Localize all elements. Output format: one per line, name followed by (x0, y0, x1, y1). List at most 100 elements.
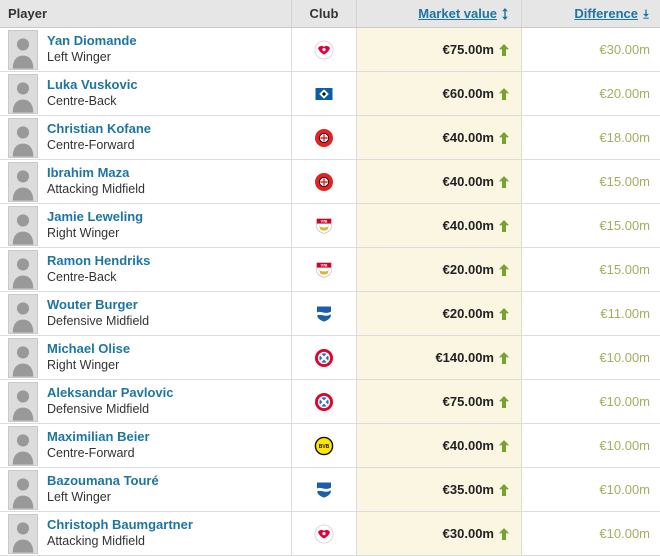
player-cell: Wouter Burger Defensive Midfield (0, 292, 291, 335)
player-photo[interactable] (8, 381, 38, 422)
player-photo[interactable] (8, 205, 38, 246)
player-photo[interactable] (8, 425, 38, 466)
player-name-link[interactable]: Ibrahim Maza (47, 164, 130, 180)
market-value-cell: €75.00m (356, 28, 521, 71)
difference-value: €11.00m (600, 306, 650, 321)
player-position: Centre-Forward (47, 446, 135, 461)
market-value: €20.00m (442, 262, 494, 277)
market-value: €40.00m (442, 174, 494, 189)
stuttgart-logo-icon[interactable] (314, 216, 334, 236)
column-header-club: Club (291, 0, 356, 27)
market-value-cell: €40.00m (356, 160, 521, 203)
difference-value: €20.00m (599, 86, 650, 101)
hamburg-logo-icon[interactable] (314, 84, 334, 104)
player-photo[interactable] (8, 73, 38, 114)
difference-cell: €10.00m (521, 424, 660, 467)
column-header-player: Player (8, 6, 48, 21)
player-photo[interactable] (8, 469, 38, 510)
hoffenheim-logo-icon[interactable] (314, 304, 334, 324)
difference-cell: €11.00m (521, 292, 660, 335)
trend-up-icon (499, 220, 509, 232)
player-name-link[interactable]: Bazoumana Touré (47, 472, 159, 488)
player-photo[interactable] (8, 249, 38, 290)
difference-value: €10.00m (599, 394, 650, 409)
dortmund-logo-icon[interactable] (314, 436, 334, 456)
stuttgart-logo-icon[interactable] (314, 260, 334, 280)
player-name-link[interactable]: Jamie Leweling (47, 208, 144, 224)
market-value-cell: €40.00m (356, 204, 521, 247)
leverkusen-logo-icon[interactable] (314, 172, 334, 192)
player-position: Centre-Back (47, 270, 117, 285)
market-value-cell: €20.00m (356, 248, 521, 291)
market-value: €40.00m (442, 438, 494, 453)
difference-value: €30.00m (599, 42, 650, 57)
rb-leipzig-logo-icon[interactable] (314, 524, 334, 544)
trend-up-icon (499, 528, 509, 540)
difference-cell: €10.00m (521, 468, 660, 511)
table-row: Jamie Leweling Right Winger €40.00m €15.… (0, 204, 660, 248)
sort-both-icon (501, 8, 509, 20)
hoffenheim-logo-icon[interactable] (314, 480, 334, 500)
table-row: Michael Olise Right Winger €140.00m €10.… (0, 336, 660, 380)
player-photo[interactable] (8, 337, 38, 378)
trend-up-icon (499, 176, 509, 188)
player-photo[interactable] (8, 117, 38, 158)
market-value: €30.00m (442, 526, 494, 541)
player-position: Centre-Back (47, 94, 117, 109)
table-row: Ibrahim Maza Attacking Midfield €40.00m … (0, 160, 660, 204)
difference-cell: €10.00m (521, 336, 660, 379)
player-name-link[interactable]: Yan Diomande (47, 32, 137, 48)
player-photo[interactable] (8, 29, 38, 70)
player-photo[interactable] (8, 293, 38, 334)
player-name-link[interactable]: Luka Vuskovic (47, 76, 138, 92)
player-photo[interactable] (8, 513, 38, 554)
market-value: €75.00m (442, 42, 494, 57)
player-cell: Bazoumana Touré Left Winger (0, 468, 291, 511)
difference-cell: €15.00m (521, 248, 660, 291)
bayern-logo-icon[interactable] (314, 392, 334, 412)
player-position: Defensive Midfield (47, 314, 150, 329)
table-row: Christian Kofane Centre-Forward €40.00m … (0, 116, 660, 160)
player-position: Left Winger (47, 490, 111, 505)
club-cell (291, 160, 356, 203)
player-name-link[interactable]: Ramon Hendriks (47, 252, 151, 268)
sort-market-value-link[interactable]: Market value (418, 6, 509, 21)
player-cell: Christian Kofane Centre-Forward (0, 116, 291, 159)
player-cell: Maximilian Beier Centre-Forward (0, 424, 291, 467)
player-name-link[interactable]: Christian Kofane (47, 120, 152, 136)
market-value: €140.00m (435, 350, 494, 365)
sort-difference-link[interactable]: Difference (574, 6, 650, 21)
club-cell (291, 116, 356, 159)
player-name-link[interactable]: Wouter Burger (47, 296, 138, 312)
market-value-cell: €140.00m (356, 336, 521, 379)
player-name-link[interactable]: Michael Olise (47, 340, 131, 356)
player-cell: Ibrahim Maza Attacking Midfield (0, 160, 291, 203)
bayern-logo-icon[interactable] (314, 348, 334, 368)
leverkusen-logo-icon[interactable] (314, 128, 334, 148)
difference-value: €18.00m (599, 130, 650, 145)
market-value: €35.00m (442, 482, 494, 497)
market-value-cell: €75.00m (356, 380, 521, 423)
difference-cell: €10.00m (521, 512, 660, 555)
player-name-link[interactable]: Christoph Baumgartner (47, 516, 193, 532)
trend-up-icon (499, 484, 509, 496)
club-cell (291, 72, 356, 115)
player-photo[interactable] (8, 161, 38, 202)
player-cell: Christoph Baumgartner Attacking Midfield (0, 512, 291, 555)
trend-up-icon (499, 352, 509, 364)
player-name-link[interactable]: Aleksandar Pavlovic (47, 384, 174, 400)
player-position: Centre-Forward (47, 138, 135, 153)
market-value: €20.00m (442, 306, 494, 321)
market-value: €75.00m (442, 394, 494, 409)
player-position: Right Winger (47, 226, 120, 241)
player-cell: Michael Olise Right Winger (0, 336, 291, 379)
player-name-link[interactable]: Maximilian Beier (47, 428, 150, 444)
difference-value: €10.00m (599, 438, 650, 453)
rb-leipzig-logo-icon[interactable] (314, 40, 334, 60)
column-header-market-value: Market value (356, 0, 521, 27)
table-body: Yan Diomande Left Winger €75.00m €30.00m… (0, 28, 660, 556)
player-cell: Jamie Leweling Right Winger (0, 204, 291, 247)
market-value-cell: €20.00m (356, 292, 521, 335)
club-cell (291, 424, 356, 467)
